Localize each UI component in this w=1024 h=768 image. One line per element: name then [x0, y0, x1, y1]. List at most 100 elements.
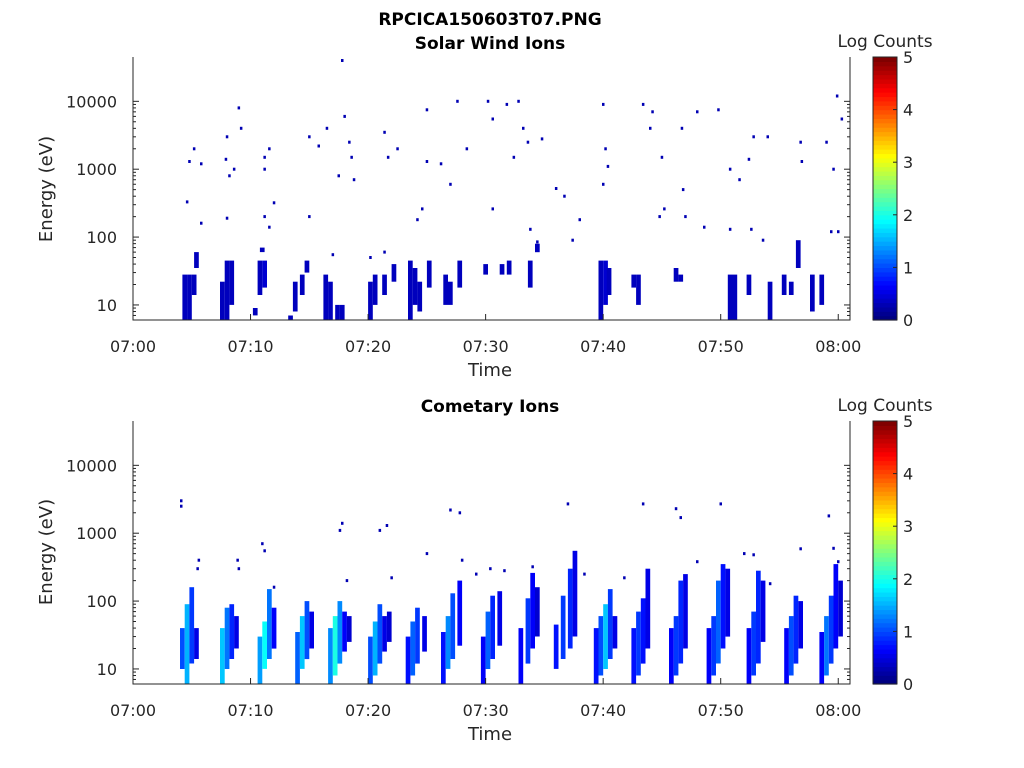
spectrogram-cell [756, 570, 761, 664]
spectrogram-cell [295, 632, 300, 684]
colorbar-segment [873, 460, 897, 466]
colorbar-segment [873, 149, 897, 155]
x-tick-label: 07:40 [580, 337, 626, 356]
count-point [385, 524, 389, 527]
y-tick-label: 1000 [76, 524, 117, 543]
count-point [830, 230, 833, 234]
count-point [225, 216, 229, 220]
count-point [338, 528, 342, 532]
count-point [486, 99, 490, 103]
count-point [272, 201, 276, 205]
count-point [540, 137, 544, 141]
spectrogram-cell [229, 604, 235, 659]
spectrogram-cell [560, 595, 566, 659]
spectrogram-cell [788, 281, 794, 295]
spectrogram-cell [262, 260, 267, 288]
spectrogram-cell [483, 264, 488, 275]
count-point [602, 102, 605, 106]
spectrogram-cell [441, 632, 446, 684]
spectrogram-cell [382, 616, 387, 652]
spectrogram-cell [838, 580, 843, 637]
count-point [837, 560, 840, 564]
colorbar-segment [873, 491, 897, 497]
spectrogram-cell [229, 260, 235, 305]
spectrogram-cell [606, 268, 612, 295]
colorbar-segment [873, 477, 897, 483]
colorbar-tick-label: 2 [903, 206, 913, 225]
colorbar-segment [873, 140, 897, 146]
spectrogram-cell [669, 628, 674, 684]
colorbar-segment [873, 653, 897, 659]
spectrogram-cell [191, 274, 197, 295]
count-point [196, 567, 199, 571]
spectrogram-cell [415, 607, 420, 664]
count-point [752, 135, 755, 139]
count-point [348, 140, 351, 144]
spectrogram-cell [833, 564, 839, 649]
count-point [491, 207, 494, 211]
axis-frame [132, 421, 851, 685]
count-point [261, 542, 264, 546]
colorbar-segment [873, 232, 897, 238]
colorbar-segment [873, 421, 897, 426]
spectrogram-cell [339, 304, 345, 320]
count-point [799, 140, 802, 144]
colorbar-segment [873, 631, 897, 637]
count-point [331, 253, 335, 257]
colorbar-segment [873, 434, 897, 440]
colorbar-frame [872, 56, 898, 321]
colorbar-segment [873, 521, 897, 527]
count-point [799, 547, 802, 551]
spectrogram-cell [518, 628, 524, 684]
y-tick-label: 10 [97, 660, 117, 679]
colorbar-segment [873, 100, 897, 106]
count-point [200, 162, 203, 166]
spectrogram-cell [527, 260, 533, 288]
count-point [225, 135, 229, 139]
spectrogram-cell [443, 274, 448, 305]
colorbar-segment [873, 219, 897, 225]
count-point [529, 227, 532, 231]
x-tick-label: 07:20 [345, 701, 391, 720]
count-point [325, 126, 329, 130]
x-tick-label: 07:10 [227, 337, 273, 356]
spectrogram-cell [405, 636, 411, 684]
y-tick-label: 1000 [76, 160, 117, 179]
colorbar-segment [873, 587, 897, 593]
spectrogram-cell [598, 616, 604, 676]
spectrogram-cell [328, 628, 333, 684]
spectrogram-cell [810, 274, 815, 312]
spectrogram-cell [194, 628, 199, 659]
colorbar-segment [873, 223, 897, 229]
colorbar-segment [873, 184, 897, 190]
spectrogram-cell [603, 260, 608, 305]
count-point [660, 155, 664, 159]
spectrogram-cell [720, 564, 726, 649]
spectrogram-cell [309, 611, 314, 649]
count-point [837, 230, 840, 234]
x-tick-label: 07:30 [463, 701, 509, 720]
spectrogram-cell [224, 607, 230, 669]
spectrogram-cell [368, 636, 373, 684]
colorbar-segment [873, 214, 897, 220]
x-tick-label: 08:00 [815, 337, 861, 356]
spectrogram-cell [727, 274, 733, 320]
spectrogram-cell [497, 591, 503, 646]
colorbar-segment [873, 284, 897, 290]
colorbar-segment [873, 442, 897, 448]
spectrogram-cell [288, 315, 293, 320]
colorbar-segment [873, 548, 897, 554]
colorbar-segment [873, 135, 897, 141]
spectrogram-cell [257, 260, 263, 295]
colorbar-segment [873, 425, 897, 431]
spectrogram-cell [332, 616, 338, 676]
colorbar-segment [873, 570, 897, 576]
spectrogram-cell [746, 274, 752, 295]
colorbar-segment [873, 267, 897, 273]
colorbar-segment [873, 473, 897, 479]
spectrogram-cell [598, 260, 604, 320]
colorbar-segment [873, 157, 897, 163]
count-point [800, 160, 804, 163]
count-point [522, 126, 525, 130]
x-tick-label: 07:20 [345, 337, 391, 356]
